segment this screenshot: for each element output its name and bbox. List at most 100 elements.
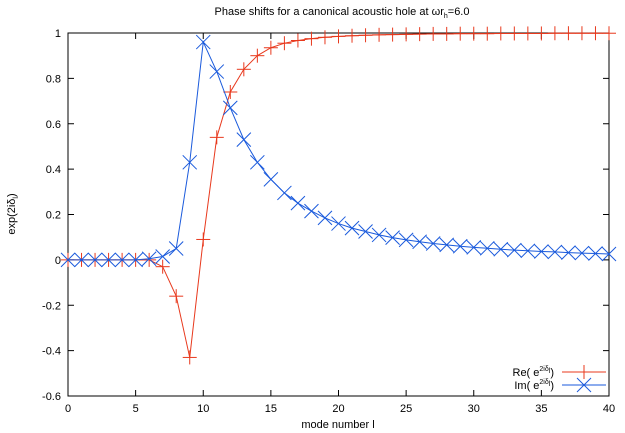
data-point-0 [520, 26, 535, 41]
y-tick-label: -0.2 [42, 300, 61, 312]
data-point-0 [317, 30, 332, 45]
data-point-1 [601, 246, 617, 262]
x-tick-label: 30 [468, 403, 480, 415]
data-point-1 [371, 227, 387, 243]
data-point-1 [236, 132, 252, 147]
data-point-1 [290, 195, 306, 211]
series-layer [60, 26, 617, 365]
data-point-1 [534, 244, 549, 259]
plot-frame [67, 32, 610, 397]
data-point-1 [358, 224, 373, 239]
data-point-0 [358, 28, 373, 43]
chart-title: Phase shifts for a canonical acoustic ho… [215, 6, 470, 20]
x-tick-label: 10 [197, 403, 209, 415]
y-tick-label: 1 [55, 28, 61, 40]
legend-marker-im [576, 377, 592, 393]
data-point-1 [209, 64, 225, 79]
data-point-0 [169, 289, 184, 304]
data-point-0 [439, 26, 454, 41]
y-tick-label: 0.4 [46, 164, 61, 176]
x-axis-label: mode number l [301, 419, 374, 431]
data-point-1 [439, 237, 455, 253]
data-point-1 [452, 238, 468, 254]
data-point-1 [344, 220, 360, 236]
data-point-1 [588, 246, 603, 261]
x-tick-label: 5 [133, 403, 139, 415]
legend-label-re: Re( e2iδl) [513, 366, 555, 379]
data-point-0 [466, 26, 481, 41]
data-point-1 [561, 245, 576, 260]
x-tick-label: 15 [265, 403, 277, 415]
data-point-0 [412, 27, 427, 42]
data-point-0 [534, 26, 549, 41]
x-tick-label: 20 [332, 403, 344, 415]
data-point-1 [304, 203, 319, 219]
data-point-0 [142, 252, 157, 267]
data-point-0 [453, 26, 468, 41]
data-point-0 [602, 26, 616, 41]
data-point-1 [277, 185, 292, 201]
legend: Re( e2iδl) Im( e2iδl) [513, 365, 606, 393]
data-point-0 [209, 130, 224, 145]
legend-marker-re [577, 365, 591, 379]
data-point-1 [412, 234, 428, 250]
legend-entry-re: Re( e2iδl) [513, 365, 606, 379]
data-point-1 [466, 240, 482, 255]
y-tick-label: -0.6 [42, 391, 61, 403]
data-point-1 [87, 252, 103, 268]
data-point-0 [304, 31, 319, 46]
x-tick-label: 35 [535, 403, 547, 415]
data-point-0 [574, 26, 589, 41]
data-point-1 [101, 252, 116, 268]
data-point-1 [317, 210, 333, 226]
data-point-1 [331, 216, 346, 231]
data-point-1 [114, 252, 130, 268]
data-point-1 [493, 241, 509, 257]
data-point-0 [290, 33, 305, 48]
data-point-0 [399, 27, 414, 42]
data-point-1 [60, 252, 76, 268]
data-point-0 [345, 28, 360, 43]
data-point-1 [74, 252, 89, 268]
data-point-0 [263, 40, 278, 55]
y-tick-label: 0.8 [46, 73, 61, 85]
data-point-1 [195, 34, 211, 50]
axis-ticks: 0 5 10 15 20 25 30 35 40 -0.6 -0.4 -0.2 0 0.2 0.4 0.6 0.… [42, 28, 615, 415]
data-point-0 [561, 26, 576, 41]
data-point-1 [385, 230, 400, 245]
data-point-1 [128, 252, 143, 268]
data-point-0 [196, 232, 211, 247]
legend-label-im: Im( e2iδl) [514, 379, 554, 392]
data-point-1 [155, 249, 171, 264]
data-point-0 [588, 26, 603, 41]
data-point-0 [331, 29, 346, 44]
series-line-0 [68, 32, 609, 358]
y-tick-label: -0.4 [42, 346, 61, 358]
data-point-1 [168, 241, 184, 256]
data-point-1 [547, 244, 563, 260]
data-point-1 [574, 245, 590, 261]
data-point-0 [223, 84, 238, 99]
data-point-1 [249, 154, 265, 170]
data-point-0 [493, 26, 508, 41]
data-point-1 [182, 154, 198, 170]
data-point-1 [398, 232, 414, 248]
data-point-0 [250, 48, 265, 63]
y-axis-label: exp(2iδl) [6, 193, 20, 234]
data-point-0 [155, 259, 170, 274]
data-point-1 [425, 236, 441, 251]
x-tick-label: 25 [400, 403, 412, 415]
data-point-0 [372, 27, 387, 42]
y-tick-label: 0.6 [46, 119, 61, 131]
data-point-1 [506, 242, 522, 258]
y-tick-label: 0.2 [46, 210, 61, 222]
data-point-0 [236, 62, 251, 77]
data-point-0 [182, 350, 197, 365]
data-point-0 [507, 26, 522, 41]
x-tick-label: 0 [65, 403, 71, 415]
legend-entry-im: Im( e2iδl) [514, 377, 606, 393]
data-point-0 [385, 27, 400, 42]
data-point-1 [222, 100, 238, 116]
x-tick-label: 40 [603, 403, 615, 415]
